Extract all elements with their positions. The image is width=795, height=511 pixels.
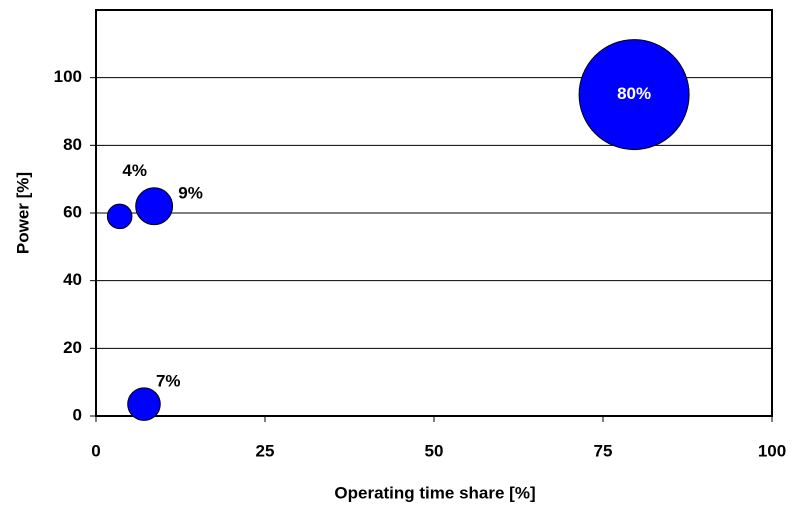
bubble (578, 39, 690, 151)
x-tick-label: 100 (758, 441, 786, 460)
y-axis-title: Power [%] (13, 172, 32, 254)
bubble (106, 203, 133, 230)
data-label: 4% (122, 161, 147, 180)
x-tick-label: 50 (425, 441, 444, 460)
y-tick-label: 60 (63, 202, 82, 221)
y-tick-label: 0 (73, 405, 82, 424)
data-label: 9% (178, 184, 203, 203)
bubble (135, 187, 174, 226)
y-tick-label: 80 (63, 135, 82, 154)
data-label: 7% (156, 372, 181, 391)
y-tick-label: 100 (54, 67, 82, 86)
y-tick-label: 40 (63, 270, 82, 289)
x-tick-label: 0 (91, 441, 100, 460)
y-tick-label: 20 (63, 338, 82, 357)
data-label: 80% (617, 84, 651, 103)
x-tick-label: 25 (256, 441, 275, 460)
x-tick-label: 75 (594, 441, 613, 460)
bubble (127, 387, 161, 421)
x-axis-title: Operating time share [%] (334, 483, 535, 502)
plot-frame (95, 9, 773, 417)
